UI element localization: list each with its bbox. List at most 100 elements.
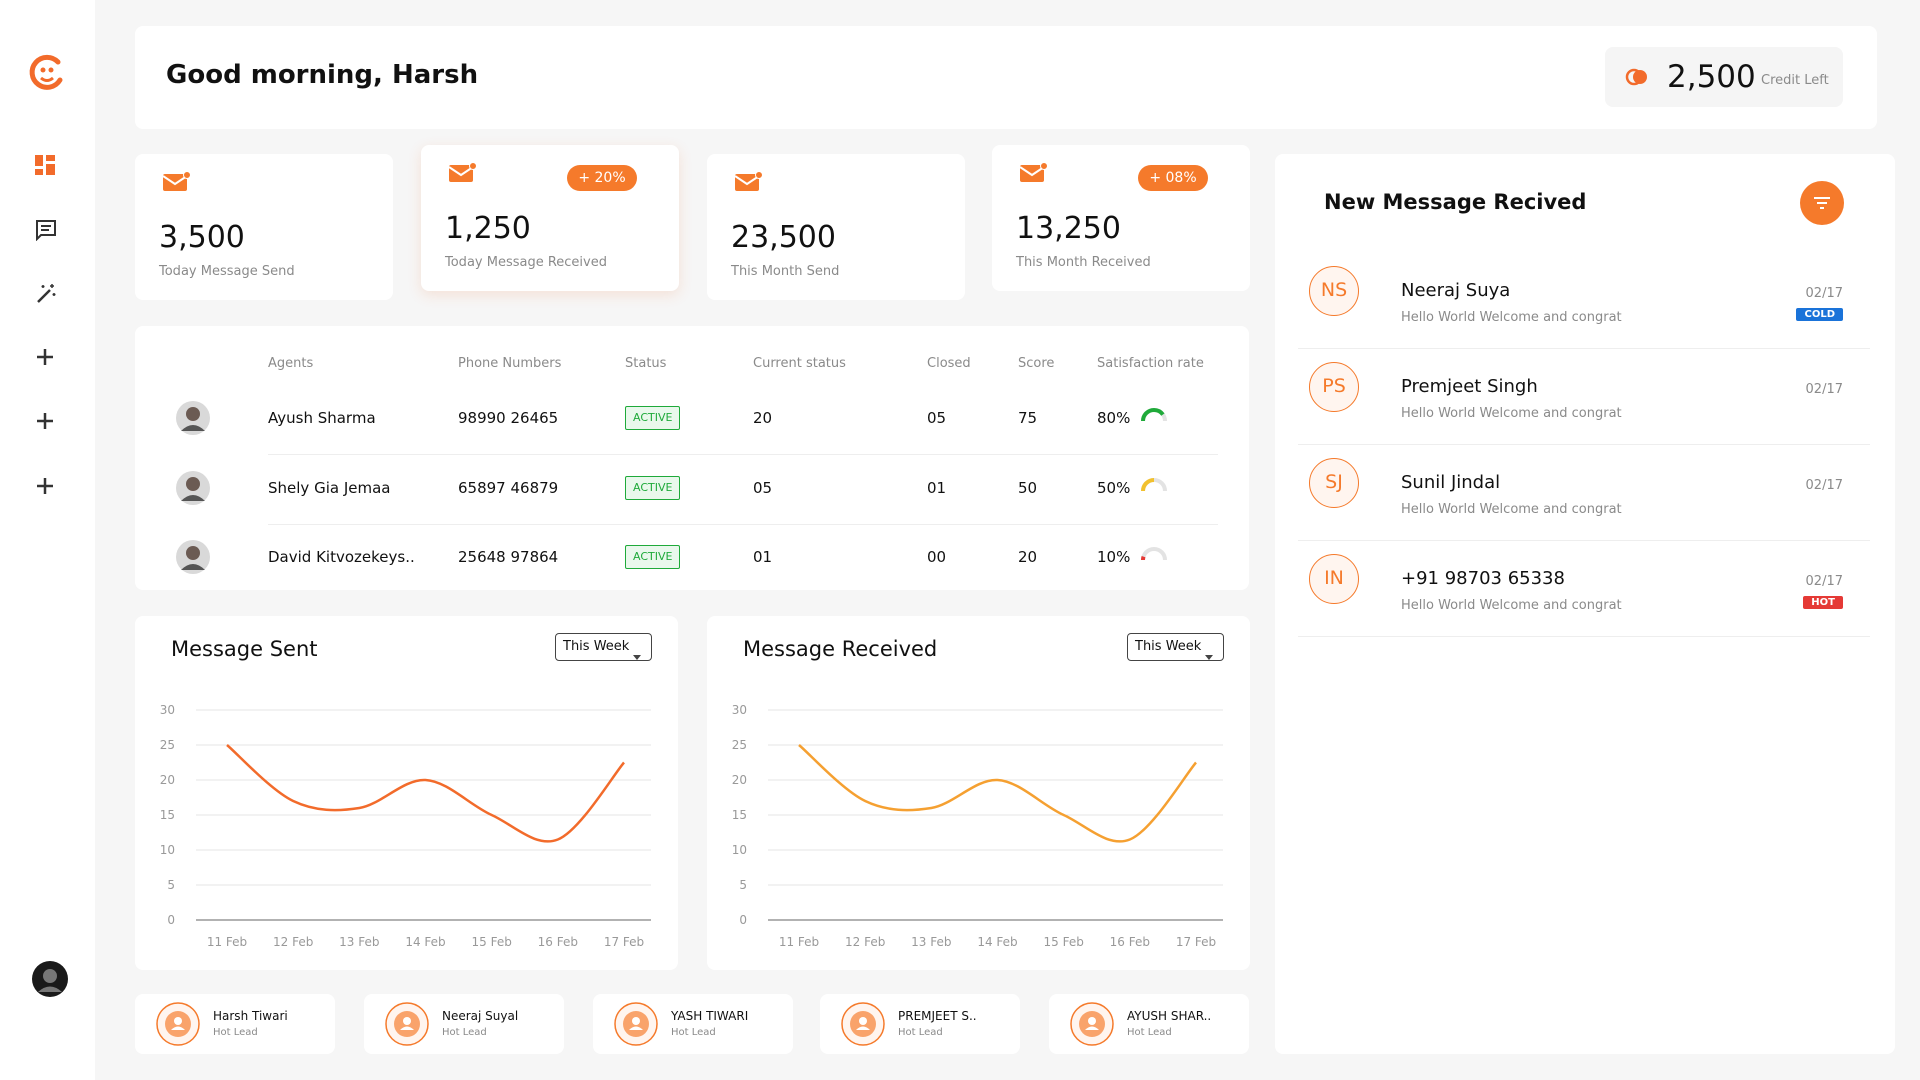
stat-label: Today Message Received: [445, 255, 607, 270]
stat-value: 13,250: [1016, 211, 1121, 246]
messages-icon[interactable]: [35, 219, 57, 241]
message-row[interactable]: PS Premjeet Singh Hello World Welcome and …: [1275, 349, 1895, 445]
lead-card[interactable]: AYUSH SHAR.. Hot Lead: [1049, 994, 1249, 1054]
x-tick-label: 17 Feb: [1176, 935, 1216, 949]
agent-avatar: [176, 540, 210, 578]
credit-label: Credit Left: [1761, 73, 1829, 88]
message-row[interactable]: SJ Sunil Jindal Hello World Welcome and co…: [1275, 445, 1895, 541]
y-tick-label: 20: [732, 773, 747, 787]
cell-current: 01: [753, 548, 773, 566]
row-separator: [268, 524, 1218, 525]
logo: [29, 54, 63, 90]
panel-title: New Message Recived: [1324, 190, 1587, 214]
lead-type: Hot Lead: [213, 1027, 258, 1038]
stat-badge: + 08%: [1138, 165, 1208, 191]
cell-score: 20: [1018, 548, 1038, 566]
status-badge: ACTIVE: [625, 406, 681, 430]
lead-name: Neeraj Suyal: [442, 1009, 519, 1023]
x-tick-label: 16 Feb: [1110, 935, 1150, 949]
lead-name: YASH TIWARI: [671, 1009, 749, 1023]
lead-type: Hot Lead: [442, 1027, 487, 1038]
agent-avatar: [176, 471, 210, 509]
agent-avatar-svg: [176, 471, 210, 505]
add-icon[interactable]: [36, 348, 54, 366]
cell-closed: 01: [927, 479, 947, 497]
agents-table: Agents Phone Numbers Status Current status C…: [135, 326, 1249, 590]
satisfaction-label: 10%: [1097, 548, 1131, 566]
agent-avatar-svg: [176, 401, 210, 435]
lead-name: Harsh Tiwari: [213, 1009, 288, 1023]
y-tick-label: 25: [732, 738, 747, 752]
lead-avatar: [614, 1002, 658, 1050]
column-header: Current status: [753, 356, 846, 371]
lead-tag: HOT: [1803, 596, 1843, 609]
x-tick-label: 15 Feb: [1043, 935, 1083, 949]
filter-button[interactable]: [1800, 181, 1844, 225]
lead-card[interactable]: Harsh Tiwari Hot Lead: [135, 994, 335, 1054]
agent-name: David Kitvozekeys..: [268, 548, 415, 566]
lead-avatar-svg: [156, 1002, 200, 1046]
chart-card: Message Received This Week 0 5 10 15 20 25 30 11 …: [707, 616, 1250, 970]
lead-type: Hot Lead: [1127, 1027, 1172, 1038]
message-row[interactable]: NS Neeraj Suya Hello World Welcome and con…: [1275, 253, 1895, 349]
sender-name: Premjeet Singh: [1401, 376, 1538, 397]
stat-value: 1,250: [445, 211, 531, 246]
y-tick-label: 10: [160, 843, 175, 857]
y-tick-label: 30: [160, 703, 175, 717]
stat-card: 13,250 This Month Received + 08%: [992, 145, 1250, 291]
message-preview: Hello World Welcome and congrat: [1401, 406, 1622, 421]
row-separator: [1298, 636, 1870, 637]
agent-phone: 98990 26465: [458, 409, 559, 427]
dropdown-caret: [1205, 645, 1213, 664]
lead-avatar: [156, 1002, 200, 1050]
column-header: Score: [1018, 356, 1055, 371]
lead-type: Hot Lead: [898, 1027, 943, 1038]
line: [226, 744, 625, 843]
x-tick-label: 14 Feb: [405, 935, 445, 949]
x-tick-label: 13 Feb: [911, 935, 951, 949]
lead-name: AYUSH SHAR..: [1127, 1009, 1212, 1023]
x-tick-label: 11 Feb: [779, 935, 819, 949]
column-header: Satisfaction rate: [1097, 356, 1204, 371]
chart-title: Message Sent: [171, 637, 318, 661]
cell-closed: 00: [927, 548, 947, 566]
x-tick-label: 12 Feb: [845, 935, 885, 949]
lead-avatar-svg: [841, 1002, 885, 1046]
y-tick-label: 5: [739, 878, 747, 892]
lead-avatar: [385, 1002, 429, 1050]
dashboard-icon[interactable]: [35, 155, 55, 175]
y-tick-label: 5: [167, 878, 175, 892]
stat-value: 23,500: [731, 220, 836, 255]
add-icon[interactable]: [36, 477, 54, 495]
y-tick-label: 0: [739, 913, 747, 927]
mail-icon-svg: [734, 171, 763, 191]
greeting: Good morning, Harsh: [166, 60, 479, 90]
x-tick-label: 11 Feb: [207, 935, 247, 949]
y-tick-label: 15: [160, 808, 175, 822]
y-tick-label: 15: [732, 808, 747, 822]
gauge: [1141, 478, 1167, 492]
message-row[interactable]: IN +91 98703 65338 Hello World Welcome and…: [1275, 541, 1895, 637]
column-header: Status: [625, 356, 667, 371]
lead-avatar: [1070, 1002, 1114, 1050]
user-avatar[interactable]: [32, 961, 68, 997]
lead-avatar-svg: [1070, 1002, 1114, 1046]
x-tick-label: 13 Feb: [339, 935, 379, 949]
dropdown[interactable]: This Week: [555, 633, 652, 661]
x-tick-label: 14 Feb: [977, 935, 1017, 949]
stat-badge: + 20%: [567, 165, 637, 191]
stat-card: 3,500 Today Message Send: [135, 154, 393, 300]
column-header: Agents: [268, 356, 314, 371]
lead-card[interactable]: Neeraj Suyal Hot Lead: [364, 994, 564, 1054]
mail-icon-svg: [448, 162, 477, 182]
lead-card[interactable]: YASH TIWARI Hot Lead: [593, 994, 793, 1054]
lead-card[interactable]: PREMJEET S.. Hot Lead: [820, 994, 1020, 1054]
initials-avatar: SJ: [1309, 458, 1359, 508]
dropdown[interactable]: This Week: [1127, 633, 1224, 661]
message-date: 02/17: [1805, 478, 1843, 493]
line: [798, 744, 1197, 843]
magic-icon[interactable]: [35, 283, 57, 305]
initials-avatar: PS: [1309, 362, 1359, 412]
add-icon[interactable]: [36, 412, 54, 430]
